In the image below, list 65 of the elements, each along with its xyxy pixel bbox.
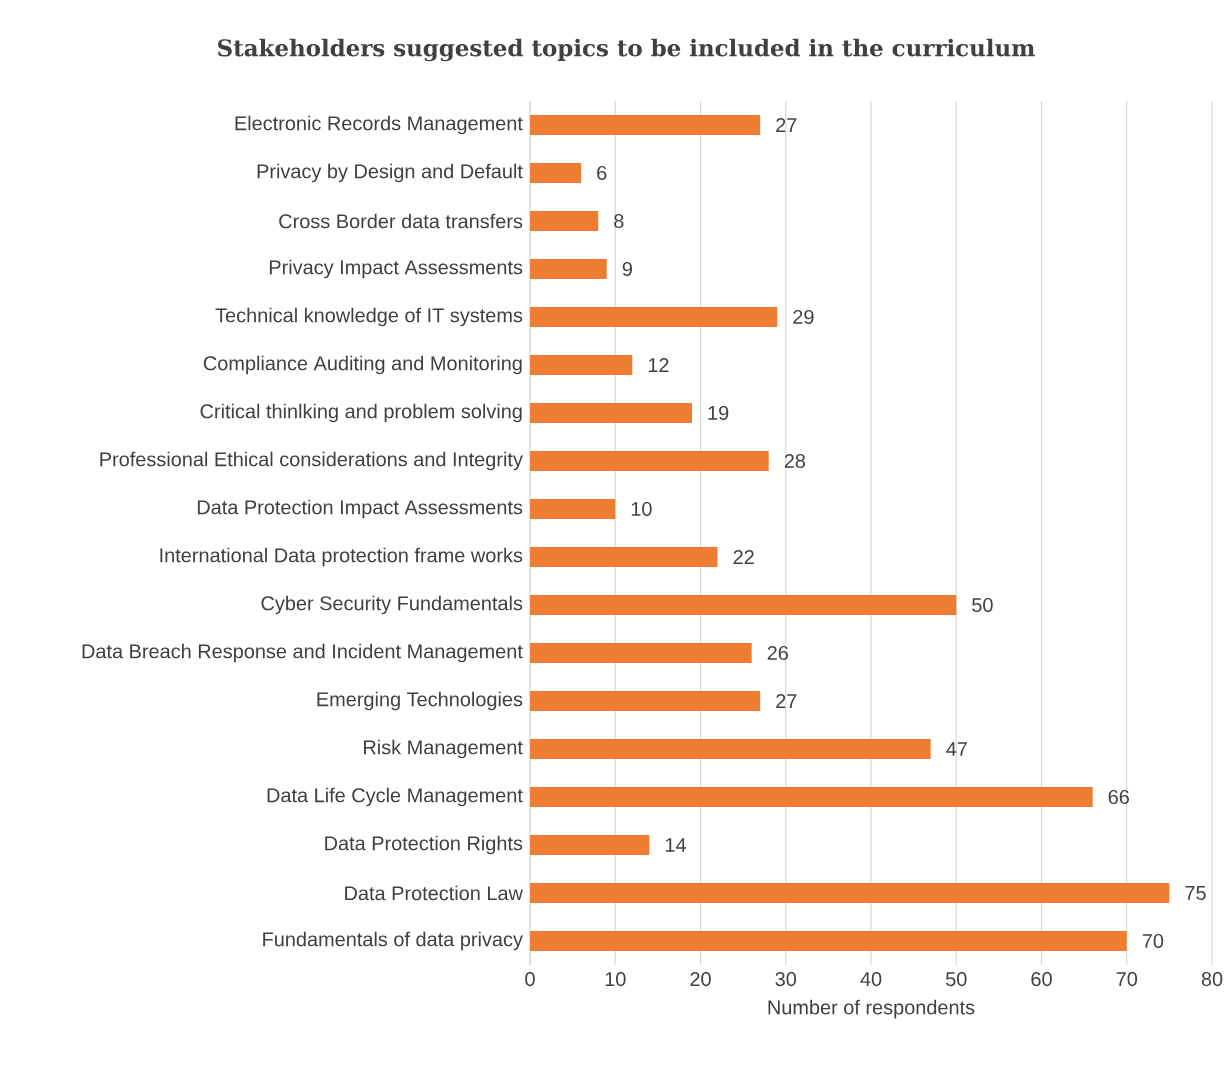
y-tick-label: Critical thinlking and problem solving — [200, 403, 522, 423]
y-tick-label: Privacy by Design and Default — [257, 163, 523, 183]
data-label: 50 — [972, 597, 993, 613]
y-tick-label: Data Life Cycle Management — [267, 787, 523, 807]
y-tick-label: Data Breach Response and Incident Management — [82, 643, 523, 663]
data-label: 26 — [767, 645, 788, 661]
bar — [530, 162, 582, 183]
y-tick-label: Data Protection Rights — [325, 835, 523, 855]
data-label: 19 — [708, 405, 729, 421]
data-label: 70 — [1142, 933, 1164, 949]
x-tick-label: 80 — [1201, 972, 1223, 987]
y-tick-label: Privacy Impact Assessments — [269, 259, 523, 279]
chart-title: Stakeholders suggested topics to be included in the curriculum — [218, 38, 1035, 62]
data-label: 8 — [614, 213, 624, 229]
bar — [530, 354, 633, 375]
x-tick-label: 10 — [605, 972, 626, 987]
x-tick-label: 20 — [690, 972, 711, 987]
bar — [530, 210, 599, 231]
y-tick-label: Data Protection Impact Assessments — [197, 499, 523, 519]
x-tick-label: 60 — [1031, 972, 1052, 987]
data-label: 28 — [784, 453, 806, 469]
data-label: 29 — [793, 309, 814, 325]
data-label: 66 — [1108, 789, 1129, 805]
bar — [530, 883, 1170, 903]
data-label: 47 — [946, 742, 967, 756]
bar — [530, 402, 692, 423]
x-tick-label: 30 — [775, 972, 797, 987]
y-tick-label: Fundamentals of data privacy — [263, 931, 523, 951]
data-label: 12 — [648, 358, 669, 372]
bar — [530, 835, 650, 855]
data-label: 27 — [776, 118, 797, 132]
x-tick-label: 40 — [860, 972, 882, 987]
y-tick-label: Electronic Records Management — [235, 115, 523, 135]
y-tick-label: International Data protection frame works — [160, 547, 523, 567]
data-label: 27 — [776, 694, 797, 708]
data-label: 6 — [597, 165, 607, 181]
data-label: 75 — [1185, 886, 1206, 900]
bar — [530, 642, 752, 663]
data-label: 14 — [665, 838, 686, 852]
x-axis-title: Number of respondents — [768, 999, 975, 1019]
y-tick-label: Professional Ethical considerations and Integrity — [100, 451, 523, 471]
y-tick-label: Emerging Technologies — [317, 691, 523, 711]
bar — [530, 786, 1093, 807]
x-tick-label: 50 — [945, 972, 967, 987]
bar — [530, 594, 957, 615]
bar — [530, 258, 607, 279]
y-tick-label: Risk Management — [364, 739, 523, 759]
bar — [530, 498, 616, 519]
bar — [530, 114, 761, 135]
bar — [530, 931, 1127, 951]
data-label: 10 — [631, 501, 652, 517]
y-tick-label: Data Protection Law — [345, 885, 523, 901]
x-tick-label: 0 — [525, 972, 535, 987]
y-tick-label: Technical knowledge of IT systems — [215, 307, 523, 327]
bar — [530, 306, 778, 327]
y-tick-label: Cyber Security Fundamentals — [261, 595, 523, 615]
data-label: 22 — [733, 550, 754, 564]
y-tick-label: Compliance Auditing and Monitoring — [203, 355, 522, 375]
data-label: 9 — [622, 261, 632, 277]
bar — [530, 690, 761, 711]
bar — [530, 738, 931, 759]
bar — [530, 546, 718, 567]
y-tick-label: Cross Border data transfers — [279, 213, 523, 229]
bar — [530, 450, 769, 471]
x-tick-label: 70 — [1116, 972, 1138, 987]
